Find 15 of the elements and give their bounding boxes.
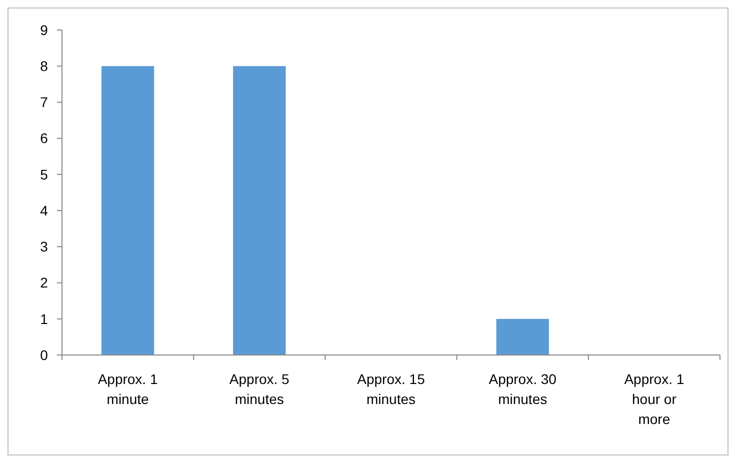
y-tick-label: 6 [40,130,48,146]
y-tick-label: 9 [40,22,48,38]
x-tick-label: Approx. 1 hour or more [624,371,684,427]
y-tick-label: 5 [40,166,48,182]
y-tick-label: 4 [40,202,48,218]
y-tick-label: 2 [40,274,48,291]
y-tick-label: 3 [40,238,48,255]
x-tick-label: Approx. 5 minutes [229,371,290,407]
y-tick-label: 7 [40,94,48,110]
y-tick-label: 1 [40,310,48,327]
y-tick-label: 0 [40,346,48,363]
x-tick-label: Approx. 30 minutes [488,371,557,407]
x-tick-label: Approx. 15 minutes [357,371,426,407]
y-tick-label: 8 [40,58,48,74]
x-tick-label: Approx. 1 minute [98,371,158,407]
